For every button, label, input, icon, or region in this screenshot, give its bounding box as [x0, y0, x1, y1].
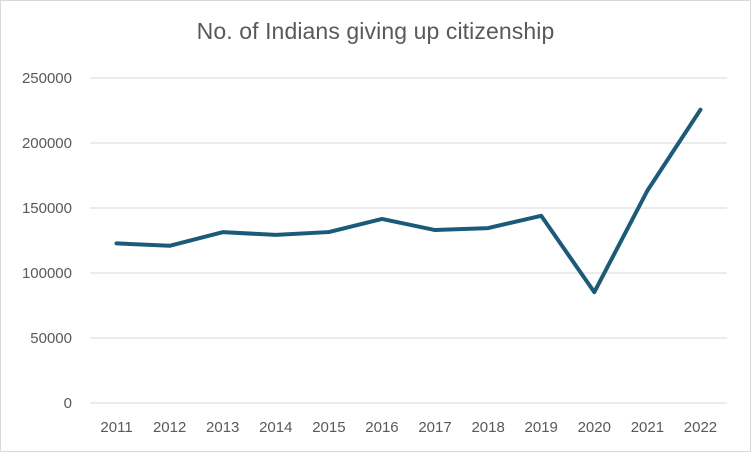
- x-tick-label: 2018: [471, 419, 504, 436]
- y-axis-tick-labels: 0 50000 100000 150000 200000 250000: [22, 70, 72, 412]
- data-point: [115, 241, 119, 245]
- x-tick-label: 2012: [153, 419, 186, 436]
- data-point: [327, 230, 331, 234]
- x-tick-label: 2021: [631, 419, 664, 436]
- gridlines: [90, 77, 727, 404]
- y-tick-label: 200000: [22, 135, 72, 152]
- data-point: [433, 228, 437, 232]
- y-tick-label: 100000: [22, 265, 72, 282]
- x-tick-label: 2014: [259, 419, 292, 436]
- x-tick-label: 2013: [206, 419, 239, 436]
- data-point: [539, 214, 543, 218]
- x-tick-label: 2019: [525, 419, 558, 436]
- x-tick-label: 2016: [365, 419, 398, 436]
- data-point: [168, 244, 172, 248]
- x-tick-label: 2020: [578, 419, 611, 436]
- data-point: [221, 230, 225, 234]
- data-point: [486, 226, 490, 230]
- data-point: [592, 290, 596, 294]
- y-tick-label: 50000: [30, 330, 72, 347]
- chart-title: No. of Indians giving up citizenship: [196, 18, 555, 44]
- data-point: [698, 108, 702, 112]
- x-axis-tick-labels: 2011 2012 2013 2014 2015 2016 2017 2018 2019 2020…: [100, 419, 717, 436]
- data-point: [274, 233, 278, 237]
- x-tick-label: 2017: [418, 419, 451, 436]
- series-line: [114, 107, 703, 295]
- x-tick-label: 2015: [312, 419, 345, 436]
- x-tick-label: 2022: [684, 419, 717, 436]
- y-tick-label: 150000: [22, 200, 72, 217]
- data-point: [380, 217, 384, 221]
- x-tick-label: 2011: [100, 419, 132, 436]
- y-tick-label: 0: [64, 395, 72, 412]
- data-point: [645, 189, 649, 193]
- series-layer: [114, 107, 703, 295]
- y-tick-label: 250000: [22, 70, 72, 87]
